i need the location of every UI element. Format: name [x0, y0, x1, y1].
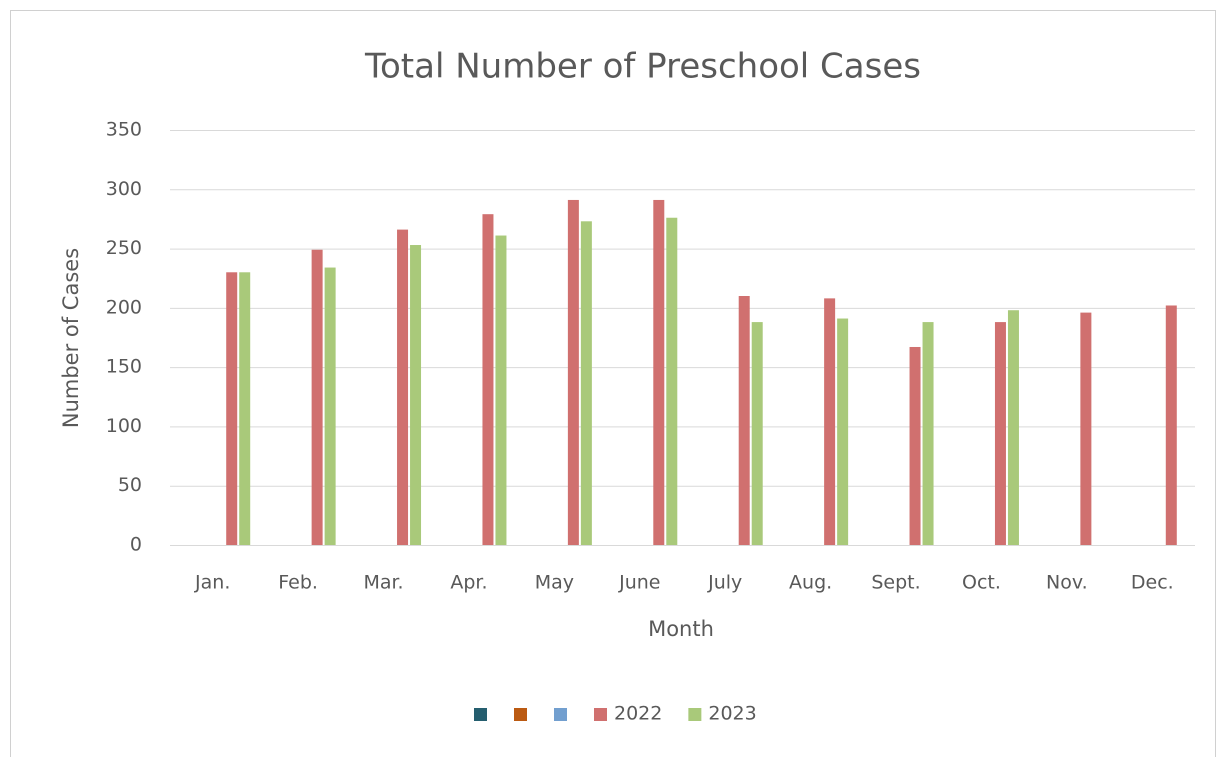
- x-tick-label: June: [618, 572, 660, 594]
- bar: [567, 199, 579, 545]
- y-tick-label: 200: [106, 296, 142, 318]
- y-tick-label: 50: [118, 474, 142, 496]
- chart-title: Total Number of Preschool Cases: [364, 47, 921, 87]
- bar: [226, 272, 238, 545]
- x-tick-label: Mar.: [363, 572, 403, 594]
- y-tick-label: 0: [130, 534, 142, 556]
- x-tick-label: Nov.: [1046, 572, 1088, 594]
- bar: [482, 214, 494, 545]
- bar: [909, 346, 921, 545]
- x-tick-label: Sept.: [871, 572, 920, 594]
- x-tick-label: Jan.: [194, 572, 230, 594]
- bar: [666, 217, 678, 545]
- x-axis-label: Month: [648, 617, 714, 641]
- legend-swatch: [554, 708, 567, 721]
- y-tick-label: 350: [106, 119, 142, 141]
- bar: [751, 322, 763, 545]
- legend-swatch: [688, 708, 702, 721]
- bar: [397, 229, 409, 545]
- bar: [653, 199, 665, 545]
- bar: [1080, 312, 1092, 545]
- y-tick-label: 150: [106, 356, 142, 378]
- legend-swatch: [594, 708, 607, 721]
- x-tick-label: Aug.: [789, 572, 832, 594]
- bar: [922, 322, 934, 545]
- bar: [824, 298, 836, 545]
- x-tick-label: Dec.: [1131, 572, 1174, 594]
- legend-swatch: [514, 708, 527, 721]
- x-tick-label: May: [535, 572, 574, 594]
- y-axis-label: Number of Cases: [59, 248, 83, 428]
- legend-swatch: [474, 708, 487, 721]
- bar: [580, 221, 592, 546]
- bar: [994, 322, 1006, 545]
- bar: [1007, 310, 1019, 545]
- x-tick-label: Apr.: [450, 572, 487, 594]
- y-tick-label: 300: [106, 178, 142, 200]
- bar: [311, 249, 323, 545]
- x-tick-label: July: [707, 572, 742, 594]
- bar: [738, 296, 750, 545]
- y-tick-label: 250: [106, 237, 142, 259]
- bar: [495, 235, 507, 545]
- chart-frame: [10, 10, 1216, 761]
- x-tick-label: Oct.: [962, 572, 1001, 594]
- y-tick-label: 100: [106, 415, 142, 437]
- bar: [239, 272, 251, 545]
- bar: [1165, 305, 1177, 545]
- bar: [410, 245, 422, 545]
- x-tick-label: Feb.: [278, 572, 318, 594]
- bar: [324, 267, 336, 545]
- legend-label: 2022: [614, 703, 662, 725]
- legend-label: 2023: [708, 703, 756, 725]
- bar: [837, 318, 849, 545]
